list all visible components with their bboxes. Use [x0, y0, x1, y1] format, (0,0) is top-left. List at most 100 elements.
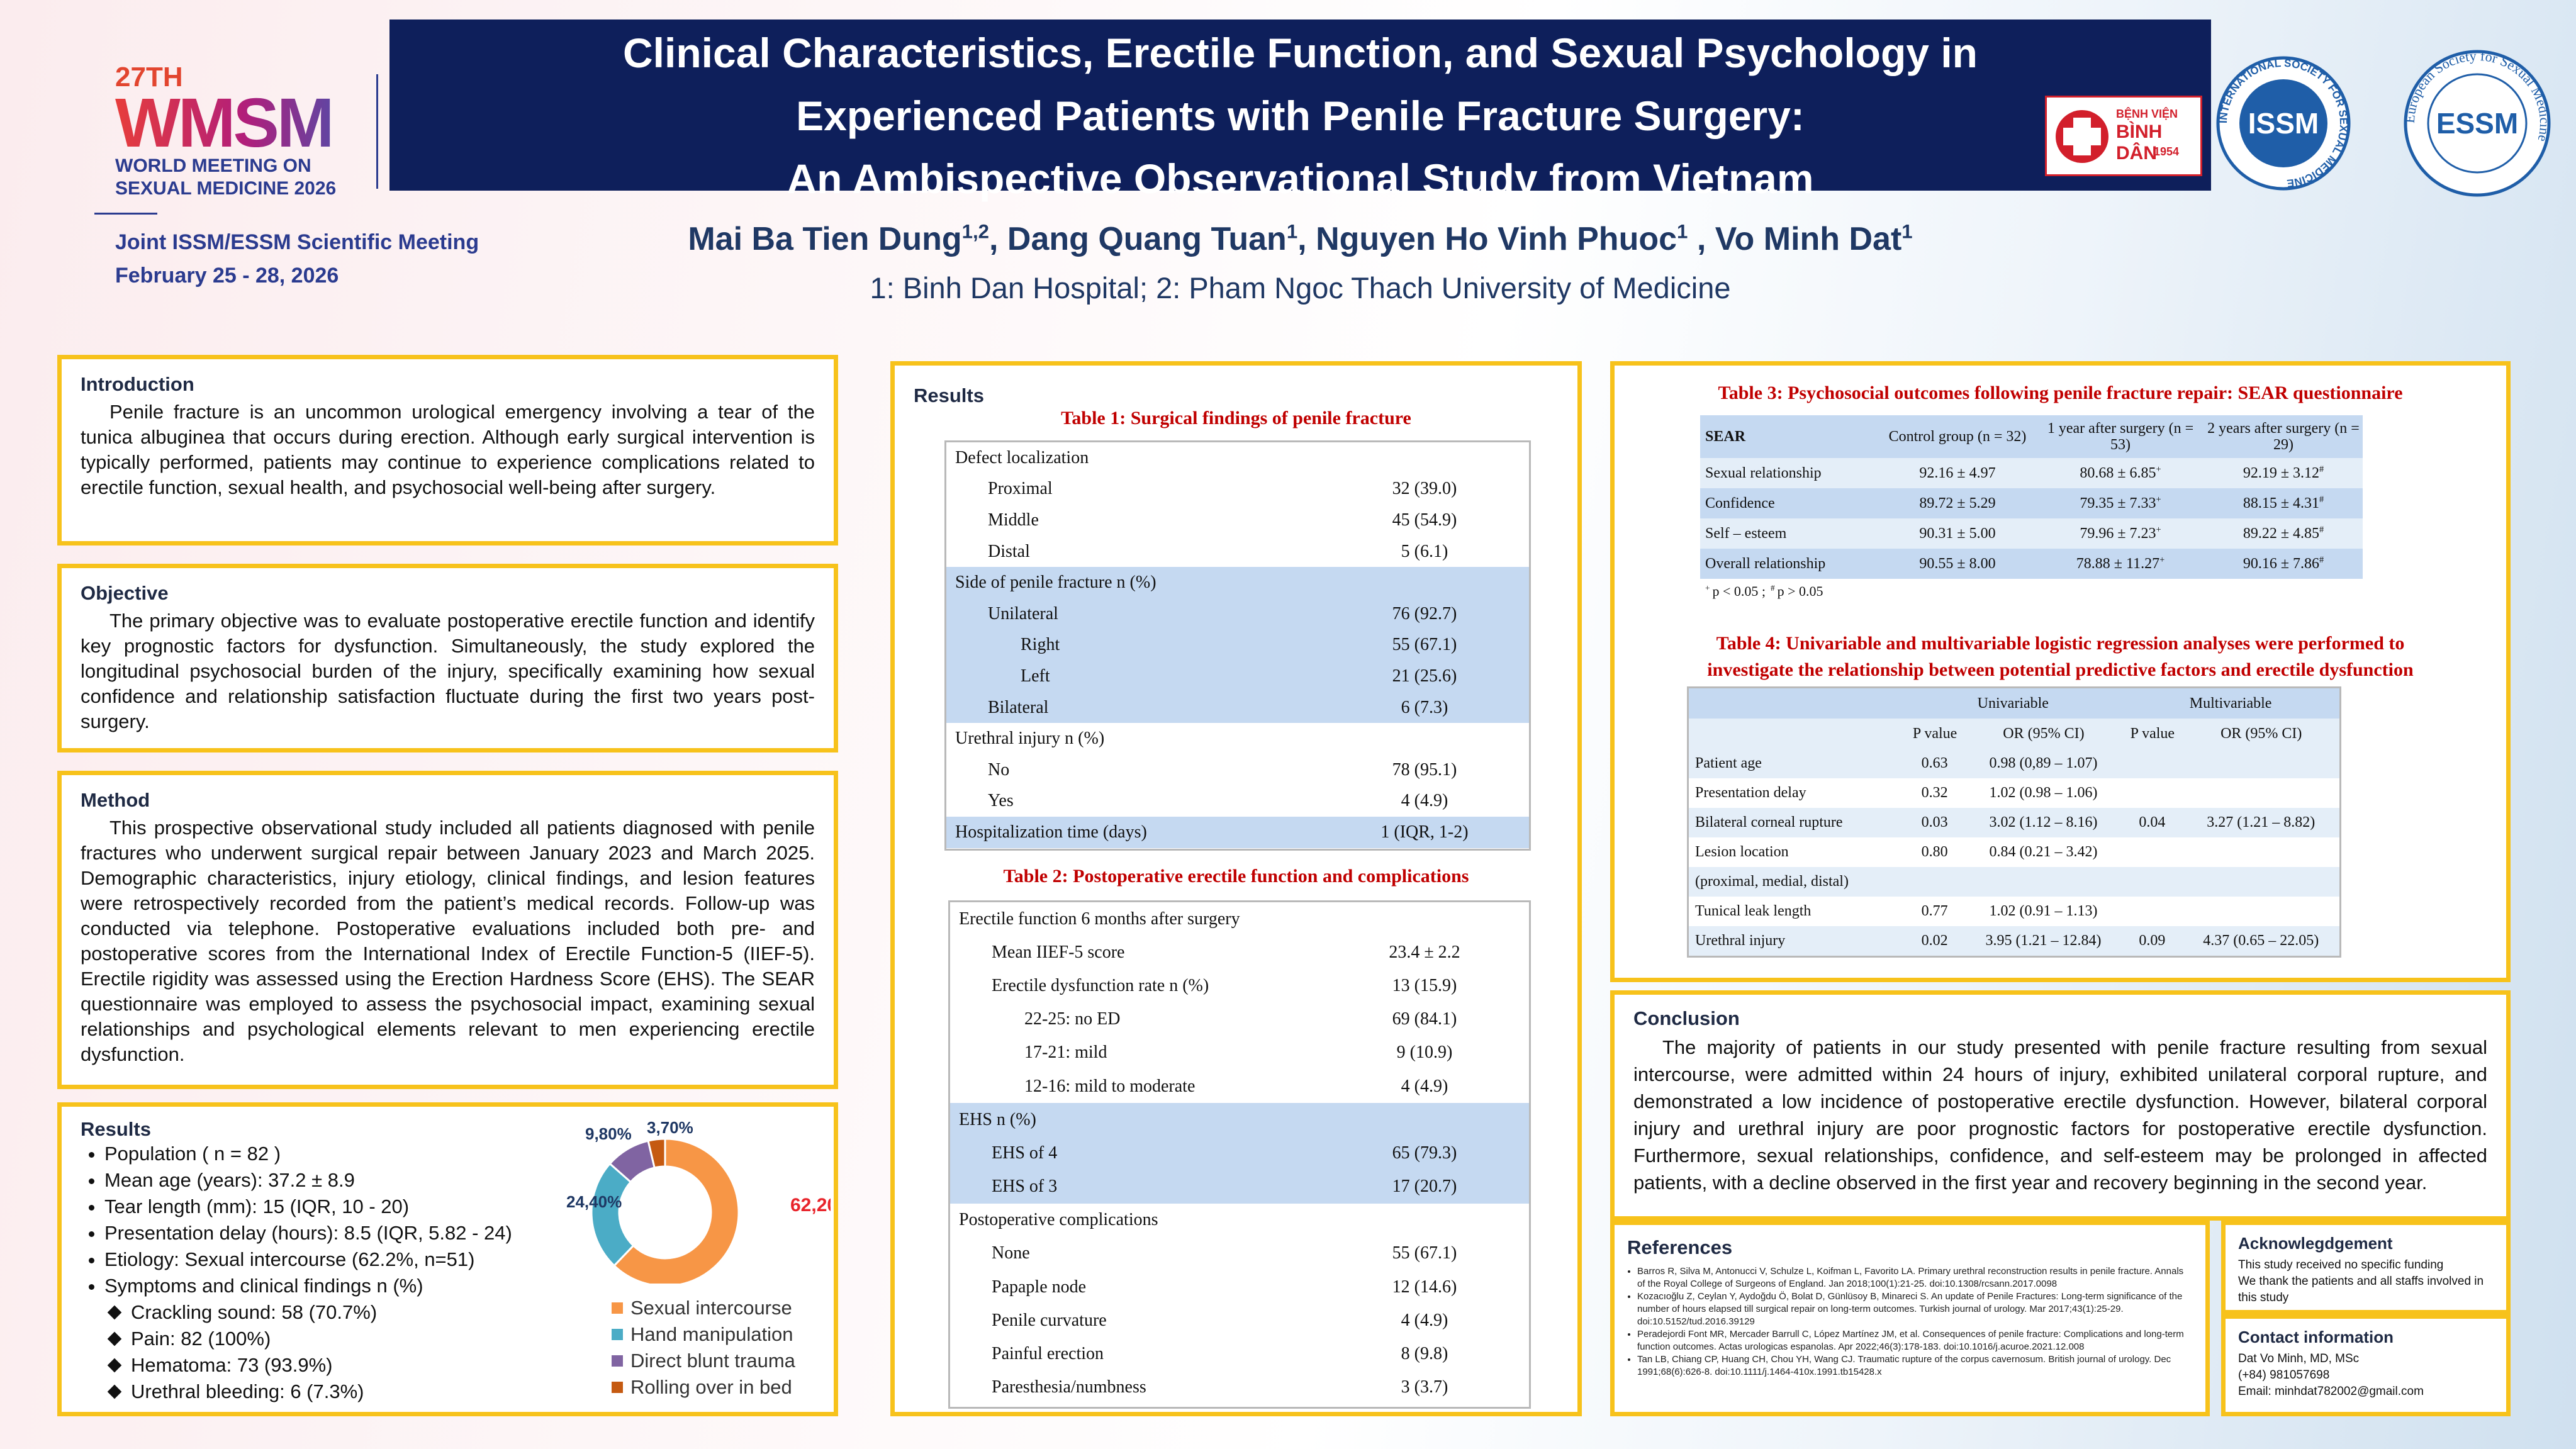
cell-value: 79.35 ± 7.33: [2080, 495, 2156, 512]
table2: Erectile function 6 months after surgery…: [948, 900, 1531, 1409]
row-value: [1320, 567, 1529, 598]
column-header: P value: [1912, 725, 1957, 742]
row-value: 0.09: [2139, 932, 2166, 949]
row-value: 12 (14.6): [1392, 1277, 1457, 1297]
legend-swatch: [612, 1382, 623, 1393]
hospital-line: BÌNH DÂN: [2116, 121, 2163, 164]
donut-chart: 62,20% 24,40% 9,80% 3,70%: [566, 1118, 831, 1284]
group-header: Multivariable: [2189, 695, 2272, 712]
result-subtext: Hematoma: 73 (93.9%): [131, 1354, 333, 1376]
row-label: EHS of 4: [992, 1143, 1058, 1163]
table4: Univariable Multivariable P value OR (95% C…: [1687, 686, 2341, 958]
table-row: Postoperative complications: [950, 1204, 1529, 1237]
table-row: Papaple node 12 (14.6): [950, 1270, 1529, 1304]
info-line: (+84) 981057698: [2238, 1368, 2330, 1382]
table-row: Presentation delay 0.32 1.02 (0.98 – 1.06): [1689, 778, 2339, 808]
result-item: Presentation delay (hours): 8.5 (IQR, 5.…: [104, 1220, 815, 1246]
row-value: 0.03: [1921, 814, 1948, 831]
row-value: 92.16 ± 4.97: [1919, 464, 1996, 481]
result-item: Mean age (years): 37.2 ± 8.9: [104, 1167, 815, 1194]
bullet-diamond: [107, 1358, 122, 1373]
meeting-dates: February 25 - 28, 2026: [115, 264, 339, 288]
empty-cell: [2183, 867, 2340, 897]
hospital-logo: BỆNH VIỆN BÌNH DÂN 1954: [2045, 96, 2202, 176]
legend-label: Sexual intercourse: [630, 1297, 792, 1319]
legend-label: Direct blunt trauma: [630, 1350, 795, 1372]
table-row: Mean IIEF-5 score 23.4 ± 2.2: [950, 936, 1529, 969]
row-value: 65 (79.3): [1392, 1143, 1457, 1163]
table-row: Defect localization: [946, 442, 1529, 474]
section-text: The majority of patients in our study pr…: [1633, 1036, 2487, 1194]
row-label: EHS of 3: [992, 1177, 1058, 1197]
table-row: None 55 (67.1): [950, 1237, 1529, 1270]
footnote-row: + p < 0.05 ; # p > 0.05: [1700, 579, 2363, 604]
row-value: 1 (IQR, 1-2): [1380, 822, 1469, 842]
row-label: Defect localization: [955, 447, 1089, 467]
introduction-box: Introduction Penile fracture is an uncom…: [57, 355, 838, 545]
data-label: 3,70%: [647, 1118, 693, 1137]
title-banner: [389, 20, 2211, 191]
section-heading: Acknowlegdgement: [2238, 1234, 2393, 1253]
row-label: EHS n (%): [959, 1109, 1036, 1129]
row-label: Overall relationship: [1705, 555, 1826, 572]
references-list: Barros R, Silva M, Antonucci V, Schulze …: [1627, 1265, 2193, 1379]
title-line: Clinical Characteristics, Erectile Funct…: [623, 30, 1978, 76]
section-heading: References: [1627, 1236, 1733, 1258]
corner-cell: [1689, 719, 1904, 749]
issm-name: ISSM: [2248, 107, 2319, 140]
row-label: Bilateral: [988, 697, 1049, 717]
row-label: Presentation delay: [1695, 785, 1806, 801]
row-value: 3 (3.7): [1401, 1377, 1448, 1397]
cell-mark: +: [2156, 495, 2161, 505]
logo-underline: [94, 213, 157, 215]
row-value: [1320, 442, 1529, 474]
bullet-diamond: [107, 1331, 122, 1346]
table-row: Lesion location 0.80 0.84 (0.21 – 3.42): [1689, 837, 2339, 867]
cell-mark: +: [2159, 555, 2165, 565]
author-name: , Nguyen Ho Vinh Phuoc: [1297, 221, 1677, 257]
essm-name: ESSM: [2436, 107, 2518, 140]
footnote-mark: +: [1705, 583, 1710, 593]
info-line: This study received no specific funding: [2238, 1258, 2444, 1272]
row-value: 79.96 ± 7.23+: [2037, 518, 2200, 549]
title-line: Experienced Patients with Penile Fractur…: [796, 92, 1805, 139]
table-row: Self – esteem 90.31 ± 5.00 79.96 ± 7.23+ 89…: [1700, 518, 2363, 549]
logo-edition: 27TH: [115, 62, 183, 92]
empty-cell: [2122, 778, 2183, 808]
table-row: Penile curvature 4 (4.9): [950, 1304, 1529, 1337]
data-label: 9,80%: [585, 1124, 632, 1143]
row-value: 90.31 ± 5.00: [1919, 525, 1996, 542]
legend: Sexual intercourse Hand manipulation Direc…: [612, 1295, 795, 1401]
row-label: Bilateral corneal rupture: [1695, 814, 1843, 831]
title: Clinical Characteristics, Erectile Funct…: [389, 21, 2211, 210]
result-text: Population ( n = 82 ): [104, 1143, 281, 1165]
reference: Kozacıoğlu Z, Ceylan Y, Aydoğdu Ö, Bolat…: [1637, 1290, 2193, 1328]
table-row: Erectile function 6 months after surgery: [950, 902, 1529, 936]
row-label: Unilateral: [988, 603, 1058, 624]
row-value: 89.22 ± 4.85#: [2200, 518, 2363, 549]
cell-value: 89.22 ± 4.85: [2243, 525, 2319, 542]
row-label: Middle: [988, 510, 1039, 530]
legend-label: Hand manipulation: [630, 1323, 793, 1345]
column-header: OR (95% CI): [2003, 725, 2085, 742]
row-label: Erectile function 6 months after surgery: [959, 909, 1240, 929]
row-value: 45 (54.9): [1392, 510, 1457, 530]
cell-value: 88.15 ± 4.31: [2243, 495, 2319, 512]
table-row: Proximal 32 (39.0): [946, 474, 1529, 505]
legend-entry: Rolling over in bed: [612, 1374, 795, 1401]
corner-cell: [1689, 688, 1904, 719]
essm-inner: [2427, 73, 2528, 174]
row-label: Left: [1021, 666, 1050, 686]
table1: Defect localization Proximal 32 (39.0) Midd…: [944, 440, 1531, 851]
result-item: Symptoms and clinical findings n (%)Crac…: [104, 1273, 815, 1405]
logo-name: WMSM: [115, 89, 373, 158]
row-value: 5 (6.1): [1401, 541, 1448, 561]
row-label: Urethral injury n (%): [955, 729, 1105, 749]
row-value: 4.37 (0.65 – 22.05): [2203, 932, 2319, 949]
row-value: 21 (25.6): [1392, 666, 1457, 686]
row-label: Proximal: [988, 479, 1053, 499]
conclusion-box: Conclusion The majority of patients in o…: [1610, 990, 2511, 1221]
row-label: Postoperative complications: [959, 1210, 1158, 1230]
row-value: 78 (95.1): [1392, 759, 1457, 780]
